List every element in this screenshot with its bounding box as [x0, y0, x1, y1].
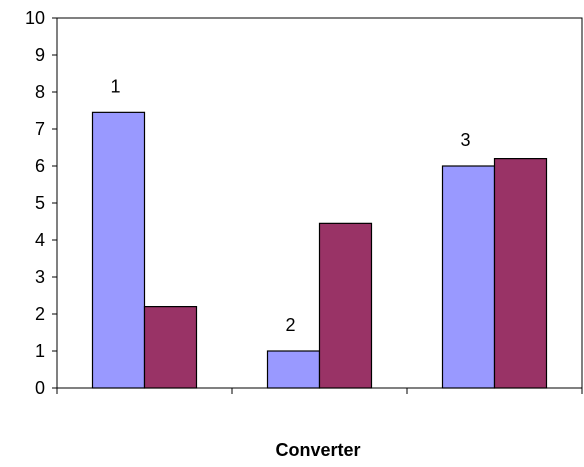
y-tick-label: 4	[35, 230, 45, 250]
plot-area-frame	[56, 17, 583, 389]
y-tick-label: 7	[35, 119, 45, 139]
y-tick-label: 5	[35, 193, 45, 213]
y-tick-label: 2	[35, 304, 45, 324]
bar-series-1-group-3	[441, 165, 496, 389]
x-axis-ticks	[56, 388, 583, 394]
bar-series-1-group-2	[266, 350, 321, 389]
y-tick-label: 8	[35, 82, 45, 102]
bar-series-2-group-3	[493, 158, 548, 389]
bars	[91, 111, 548, 389]
y-axis-ticks: 0 1 2 3 4 5 6 7 8 9 10	[25, 8, 57, 398]
y-tick-label: 9	[35, 45, 45, 65]
y-tick-label: 0	[35, 378, 45, 398]
data-labels: 1 2 3	[110, 76, 470, 335]
y-tick-label: 3	[35, 267, 45, 287]
bar-series-2-group-1	[143, 306, 198, 389]
bar-series-1-group-1	[91, 111, 146, 389]
y-tick-label: 6	[35, 156, 45, 176]
bar-data-label: 2	[285, 315, 295, 335]
y-tick-label: 1	[35, 341, 45, 361]
bar-data-label: 3	[460, 130, 470, 150]
y-tick-label: 10	[25, 8, 45, 28]
x-axis-title: Converter	[275, 440, 360, 460]
bar-series-2-group-2	[318, 222, 373, 389]
bar-data-label: 1	[110, 76, 120, 96]
